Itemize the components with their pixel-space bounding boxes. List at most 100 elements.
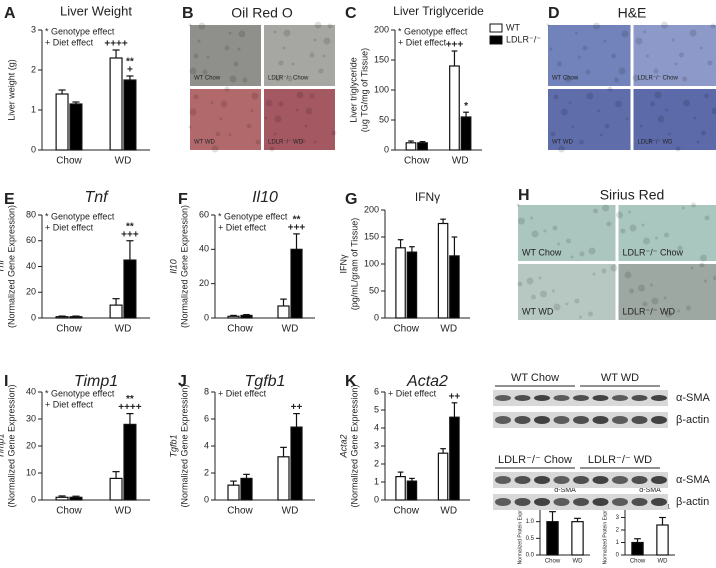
micrograph [264, 25, 335, 86]
annotation: * Genotype effect [45, 211, 115, 221]
tissue-texture [574, 298, 580, 304]
tissue-texture [552, 225, 558, 231]
error-bar [408, 140, 414, 143]
blot-band [514, 498, 531, 506]
y-tick-label: 80 [26, 209, 36, 219]
x-tick-label: Chow [545, 559, 561, 565]
blot-band [553, 498, 570, 506]
blot-band-label: β-actin [676, 414, 709, 426]
y-tick-label: 30 [26, 413, 36, 423]
error-bar [419, 141, 426, 143]
error-bar [58, 495, 66, 498]
bar [109, 477, 123, 501]
tissue-texture [592, 272, 596, 276]
blot-band [534, 498, 550, 506]
y-axis-label: Acta2 [338, 434, 348, 458]
tissue-texture [238, 30, 246, 38]
tissue-texture [197, 39, 201, 43]
error-bar [72, 101, 80, 104]
blot-band [553, 395, 570, 401]
tissue-texture [635, 37, 643, 45]
y-tick-label: 0 [204, 494, 209, 504]
x-tick-label: Chow [393, 506, 419, 517]
y-tick-label: 20 [26, 287, 36, 297]
error-bar [409, 477, 415, 482]
micrograph [518, 205, 616, 261]
error-bar [293, 413, 300, 428]
tissue-texture [682, 76, 687, 82]
tissue-texture [661, 21, 668, 29]
tissue-texture [546, 23, 550, 27]
blot-band [592, 416, 609, 424]
panel-title: Sirius Red [600, 187, 665, 203]
blot-band [631, 416, 648, 424]
tissue-texture [255, 139, 261, 145]
tissue-texture [188, 23, 192, 27]
tissue-texture [309, 93, 315, 99]
y-tick-label: 200 [374, 24, 389, 34]
y-tick-label: 200 [364, 204, 379, 214]
tissue-texture [657, 115, 665, 123]
tissue-texture [516, 203, 520, 207]
tissue-texture [313, 140, 317, 144]
tissue-texture [691, 202, 696, 208]
bar [277, 305, 290, 319]
annotation: + Diet effect [45, 222, 94, 232]
tissue-texture [713, 275, 716, 281]
tissue-texture [250, 109, 254, 113]
micrograph-label: LDLR⁻/⁻ WD [623, 306, 676, 316]
tissue-texture [614, 77, 619, 83]
y-axis-label: Liver triglyceride [348, 57, 358, 123]
tissue-texture [665, 108, 668, 112]
tissue-texture [540, 290, 547, 298]
x-tick-label: Chow [56, 324, 82, 335]
tissue-texture [603, 39, 607, 43]
annotation: + Diet effect [218, 222, 267, 232]
micrograph [548, 89, 631, 150]
tissue-texture [295, 108, 299, 112]
micrograph-label: WT Chow [522, 247, 562, 257]
blot-band [573, 476, 589, 484]
panel-letter: A [4, 5, 16, 22]
significance-label: ** [126, 221, 134, 232]
tissue-texture [313, 38, 317, 42]
tissue-texture [704, 93, 709, 99]
y-tick-label: 2 [204, 467, 209, 477]
micrograph [633, 89, 716, 150]
x-tick-label: Chow [404, 156, 430, 167]
tissue-texture [593, 208, 598, 214]
blot-band-label: β-actin [676, 496, 709, 508]
tissue-texture [296, 91, 304, 99]
tissue-texture [206, 55, 210, 59]
bar [395, 247, 406, 319]
annotation: * Genotype effect [398, 26, 468, 36]
annotation: + Diet effect [218, 388, 267, 398]
bar [69, 316, 83, 319]
tissue-texture [579, 315, 582, 319]
tissue-texture [229, 75, 237, 83]
y-tick-label: 50 [369, 285, 379, 295]
bar [290, 426, 303, 501]
tissue-texture [557, 61, 562, 67]
significance-label: +++ [121, 229, 139, 240]
tissue-texture [600, 133, 603, 137]
tissue-texture [274, 115, 282, 123]
y-tick-label: 1 [31, 104, 36, 114]
tissue-texture [304, 124, 308, 128]
y-tick-label: 3 [374, 440, 379, 450]
significance-label: ++ [291, 402, 303, 413]
y-tick-label: 1.0 [526, 519, 535, 525]
annotation: + Diet effect [398, 37, 447, 47]
blot-band [592, 498, 609, 506]
micrograph-label: LDLR⁻/⁻ Chow [638, 76, 679, 82]
x-tick-label: WD [282, 324, 299, 335]
tissue-texture [188, 125, 192, 129]
y-axis-label: Il10 [168, 259, 178, 274]
tissue-texture [526, 277, 534, 285]
micrograph-label: WT WD [522, 306, 554, 316]
chart-title: Liver Triglyceride [393, 4, 484, 18]
tissue-texture [663, 296, 667, 300]
tissue-texture [704, 279, 707, 283]
significance-label: ++++ [104, 39, 128, 50]
tissue-texture [549, 47, 553, 51]
